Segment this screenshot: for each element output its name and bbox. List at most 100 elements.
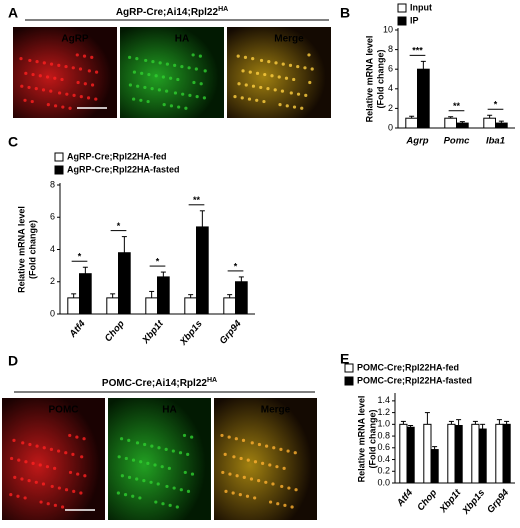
micrograph xyxy=(2,398,105,520)
cell xyxy=(135,477,139,481)
y-tick-label: 0.2 xyxy=(377,466,390,476)
cell xyxy=(190,435,194,439)
cell xyxy=(286,449,290,453)
y-axis-label: (Fold change) xyxy=(375,50,385,109)
cell xyxy=(296,92,301,96)
cell xyxy=(35,444,39,448)
bar xyxy=(478,428,487,484)
cell xyxy=(127,475,132,479)
bar xyxy=(184,297,198,315)
cell xyxy=(266,87,270,91)
cell xyxy=(35,60,39,64)
cell xyxy=(52,466,57,470)
cell xyxy=(154,74,158,78)
x-tick-label: Xbp1t xyxy=(437,487,464,516)
bar xyxy=(405,117,418,129)
cell xyxy=(223,452,227,456)
micrograph xyxy=(120,27,224,118)
x-tick-label: Pomc xyxy=(444,136,471,147)
cell xyxy=(202,96,206,100)
cell xyxy=(231,491,235,495)
cell xyxy=(186,452,190,456)
cell xyxy=(75,53,79,57)
legend-label: POMC-Cre;Rpl22HA-fasted xyxy=(357,375,472,385)
cell xyxy=(13,475,17,479)
channel-label: POMC xyxy=(49,405,79,416)
cell xyxy=(19,56,23,61)
cell xyxy=(177,105,181,109)
cell xyxy=(165,62,170,66)
micrograph xyxy=(214,398,317,520)
cell xyxy=(127,438,131,442)
y-axis-label: (Fold change) xyxy=(367,410,377,469)
cell xyxy=(164,447,168,452)
cell xyxy=(64,64,68,69)
cell xyxy=(9,493,13,497)
cell xyxy=(27,479,31,483)
cell xyxy=(154,500,158,504)
cell xyxy=(264,444,269,448)
significance-label: *** xyxy=(412,46,423,56)
legend-swatch xyxy=(54,165,64,175)
cell xyxy=(169,104,174,108)
cell xyxy=(156,482,160,486)
cell xyxy=(165,484,169,489)
bar xyxy=(417,68,430,129)
cell xyxy=(138,496,142,500)
cell xyxy=(294,488,298,492)
cell xyxy=(248,70,252,74)
cell xyxy=(150,87,154,91)
legend-label: Input xyxy=(410,2,432,12)
panel-label: C xyxy=(8,134,18,150)
cell xyxy=(151,60,155,64)
cell xyxy=(144,58,148,63)
cell xyxy=(140,71,144,75)
legend-label: POMC-Cre;Rpl22HA-fed xyxy=(357,362,459,372)
bar xyxy=(399,423,408,484)
cell xyxy=(27,85,31,90)
cell xyxy=(195,95,199,99)
cell xyxy=(87,69,91,73)
cell xyxy=(285,104,289,108)
cell xyxy=(86,96,91,100)
y-tick-label: 4 xyxy=(388,83,393,93)
title-part: AgRP-Cre;Ai14;Rpl22 xyxy=(116,7,219,18)
cell xyxy=(46,103,50,107)
cell xyxy=(282,466,286,470)
cell xyxy=(20,84,24,88)
cell xyxy=(237,82,241,86)
cell xyxy=(75,435,79,439)
cell xyxy=(274,61,278,65)
bar xyxy=(67,297,81,315)
cell xyxy=(50,484,54,489)
cell xyxy=(72,93,76,98)
bar xyxy=(447,423,456,484)
cell xyxy=(57,91,62,95)
cell xyxy=(257,479,261,483)
cell xyxy=(240,96,244,100)
cell xyxy=(17,458,21,462)
bar xyxy=(456,122,469,129)
legend-swatch xyxy=(397,3,407,13)
cell xyxy=(241,438,246,442)
cell xyxy=(20,477,24,481)
cell xyxy=(49,89,53,93)
x-tick-label: Xbp1t xyxy=(140,318,167,347)
cell xyxy=(45,75,50,79)
cell xyxy=(38,463,42,467)
y-axis-label: Relative mRNA level xyxy=(16,206,26,293)
cell xyxy=(268,463,272,467)
cell xyxy=(79,491,83,495)
y-tick-label: 0.6 xyxy=(377,442,390,452)
cell xyxy=(288,63,293,67)
cell xyxy=(303,66,307,70)
channel-label: Merge xyxy=(274,34,304,45)
cell xyxy=(132,97,136,101)
cell xyxy=(79,95,83,99)
bar xyxy=(495,122,508,129)
cell xyxy=(310,67,314,71)
cell xyxy=(228,472,232,476)
cell xyxy=(293,451,297,455)
cell xyxy=(68,106,72,110)
legend-swatch xyxy=(397,16,407,26)
